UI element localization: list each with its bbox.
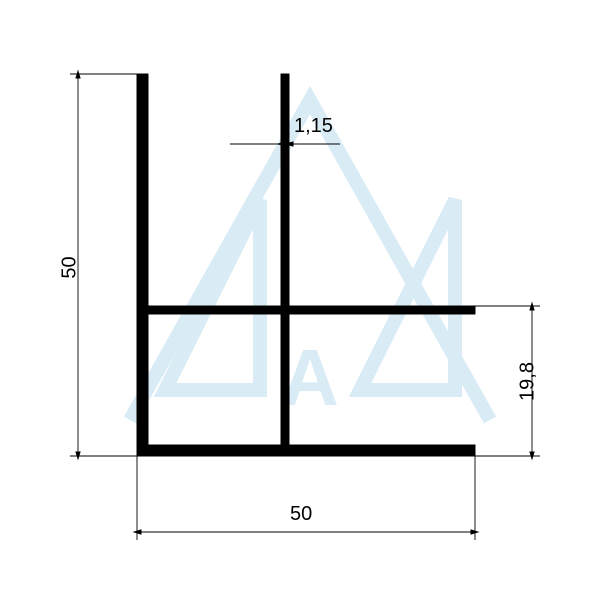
dim-width-label: 50 [290,503,312,526]
dim-rib-height-label: 19,8 [517,362,540,402]
dim-thickness-label: 1,15 [294,115,333,138]
dim-height-label: 50 [59,248,82,288]
